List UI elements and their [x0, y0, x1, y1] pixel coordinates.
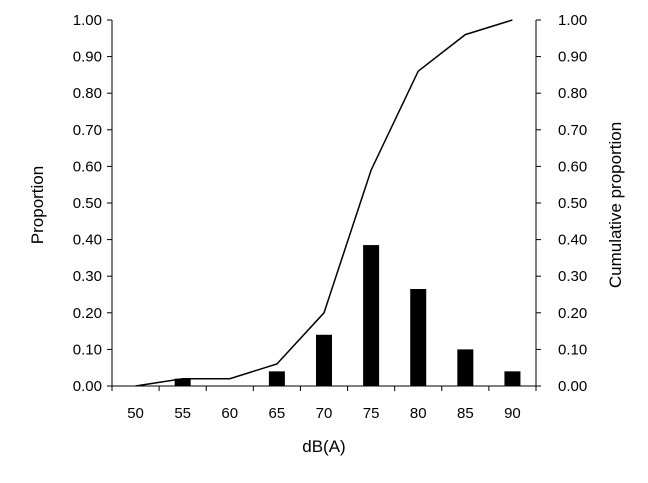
y2-tick-label: 1.00: [558, 12, 587, 29]
x-tick-label: 90: [504, 405, 521, 422]
y-tick-label: 0.40: [73, 232, 102, 249]
y-tick-label: 0.70: [73, 122, 102, 139]
y2-tick-label: 0.90: [558, 49, 587, 66]
x-axis-title: dB(A): [302, 437, 345, 456]
y2-tick-label: 0.70: [558, 122, 587, 139]
y2-tick-label: 0.80: [558, 85, 587, 102]
ticks: 0.00 0.10 0.20 0.30 0.40 0.50 0.60 0.70 0.80 0.90…: [73, 12, 587, 422]
y-tick-label: 0.10: [73, 341, 102, 358]
x-tick-label: 75: [363, 405, 380, 422]
bar: [410, 289, 427, 386]
bar: [504, 371, 521, 386]
line-series: [135, 19, 513, 387]
y-tick-label: 0.80: [73, 85, 102, 102]
y-tick-label: 0.50: [73, 195, 102, 212]
axes: [111, 20, 537, 387]
y2-tick-label: 0.10: [558, 341, 587, 358]
y-tick-label: 1.00: [73, 12, 102, 29]
x-tick-label: 60: [221, 405, 238, 422]
x-tick-label: 55: [174, 405, 191, 422]
y-tick-label: 0.60: [73, 158, 102, 175]
y2-tick-label: 0.20: [558, 305, 587, 322]
y-tick-label: 0.90: [73, 49, 102, 66]
x-tick-label: 85: [457, 405, 474, 422]
bar-series: [174, 245, 521, 386]
x-tick-label: 80: [410, 405, 427, 422]
y2-axis-title: Cumulative proportion: [606, 122, 625, 288]
bar: [363, 245, 380, 386]
y2-tick-label: 0.60: [558, 158, 587, 175]
y-tick-label: 0.00: [73, 378, 102, 395]
bar: [174, 378, 191, 386]
y-tick-label: 0.20: [73, 305, 102, 322]
cumulative-line: [135, 19, 513, 387]
bar: [316, 334, 332, 386]
y2-tick-label: 0.30: [558, 268, 587, 285]
bar: [457, 349, 474, 386]
y-tick-label: 0.30: [73, 268, 102, 285]
y2-tick-label: 0.50: [558, 195, 587, 212]
x-tick-label: 65: [269, 405, 286, 422]
y2-tick-label: 0.40: [558, 232, 587, 249]
bar: [268, 371, 285, 386]
x-tick-label: 50: [127, 405, 144, 422]
y-axis-title: Proportion: [28, 166, 47, 244]
y2-tick-label: 0.00: [558, 378, 587, 395]
x-tick-label: 70: [316, 405, 333, 422]
